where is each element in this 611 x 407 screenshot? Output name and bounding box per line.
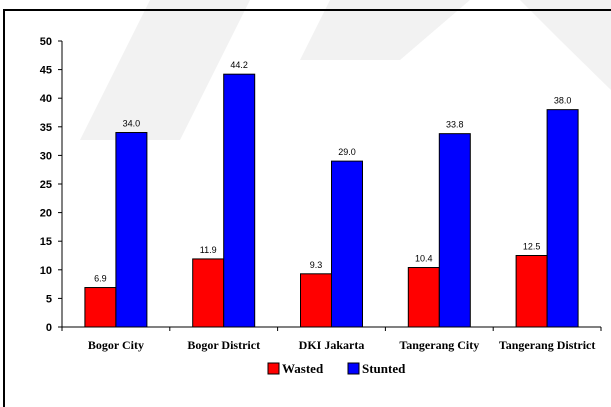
data-label: 29.0	[338, 147, 356, 157]
y-tick-label: 25	[40, 179, 52, 191]
chart-legend: Wasted Stunted	[267, 361, 406, 376]
legend-swatch-wasted	[267, 362, 280, 375]
bar-stunted	[546, 109, 579, 328]
bar-wasted	[515, 255, 548, 328]
y-tick-label: 5	[46, 293, 52, 305]
data-label: 9.3	[310, 260, 323, 270]
bar-wasted	[192, 258, 225, 328]
data-label: 10.4	[415, 254, 433, 264]
legend-label-wasted: Wasted	[282, 361, 324, 376]
data-label: 6.9	[94, 274, 107, 284]
y-tick-label: 10	[40, 265, 52, 277]
x-category-label: Bogor City	[88, 338, 144, 352]
chart-axes: 0 5 10 15 20 25 30 35 40 45 50 Bogor City Bogor Dist…	[40, 36, 602, 352]
data-label: 38.0	[554, 96, 572, 106]
y-tick-label: 30	[40, 150, 52, 162]
x-category-label: Bogor District	[187, 338, 260, 352]
y-tick-label: 45	[40, 65, 52, 77]
bar-wasted	[407, 267, 440, 328]
bar-stunted	[223, 73, 256, 328]
legend-swatch-stunted	[347, 362, 360, 375]
y-tick-label: 20	[40, 208, 52, 220]
data-label: 12.5	[523, 242, 541, 252]
y-tick-label: 15	[40, 236, 52, 248]
bar-stunted	[438, 133, 471, 328]
chart-bars: 6.9 11.9 9.3 10.4 12.5 34.0 44.2 29.0 33.8 38.0	[84, 60, 579, 328]
data-label: 44.2	[230, 60, 248, 70]
data-label: 11.9	[200, 245, 217, 255]
bar-stunted	[115, 132, 148, 328]
y-tick-label: 0	[46, 322, 52, 334]
chart-frame	[3, 9, 611, 407]
data-label: 34.0	[123, 119, 141, 129]
y-tick-label: 40	[40, 93, 52, 105]
x-category-label: Tangerang District	[499, 338, 596, 352]
bar-wasted	[84, 287, 117, 328]
y-tick-label: 35	[40, 122, 52, 134]
data-label: 33.8	[446, 120, 464, 130]
legend-label-stunted: Stunted	[362, 361, 406, 376]
x-category-label: DKI Jakarta	[299, 338, 365, 352]
y-tick-label: 50	[40, 36, 52, 48]
x-category-label: Tangerang City	[399, 338, 479, 352]
bar-stunted	[331, 160, 363, 328]
bar-wasted	[300, 273, 332, 328]
